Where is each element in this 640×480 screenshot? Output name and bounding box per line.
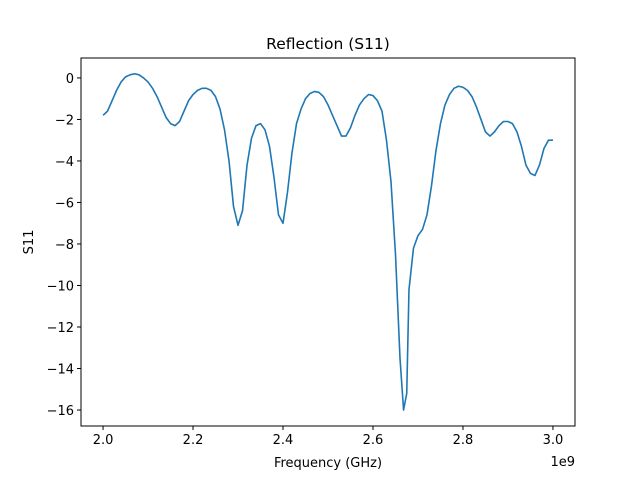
x-tick-label: 2.0 [93,433,114,448]
chart-title: Reflection (S11) [266,35,390,53]
y-tick-label: −4 [55,155,74,170]
x-axis-label: Frequency (GHz) [274,456,382,471]
x-tick-label: 2.4 [273,433,294,448]
y-tick-label: −10 [47,279,74,294]
x-tick-label: 2.2 [183,433,204,448]
y-tick-label: −14 [47,363,74,378]
y-tick-label: −8 [55,238,74,253]
y-tick-label: −2 [55,113,74,128]
data-line [102,72,553,411]
y-axis-label: S11 [22,230,37,255]
y-tick-label: −6 [55,196,74,211]
x-tick-label: 3.0 [543,433,564,448]
y-tick-label: −12 [47,321,74,336]
x-tick-label: 2.8 [453,433,474,448]
axes-frame [80,57,576,427]
y-tick-label: −16 [47,404,74,419]
plot-area: 2.0 2.2 2.4 2.6 2.8 3.0 0 −2 −4 −6 −8 −10 −12 −14 −16 [47,72,564,448]
x-tick-label: 2.6 [363,433,384,448]
x-offset-label: 1e9 [550,455,575,470]
y-tick-label: 0 [66,72,74,87]
